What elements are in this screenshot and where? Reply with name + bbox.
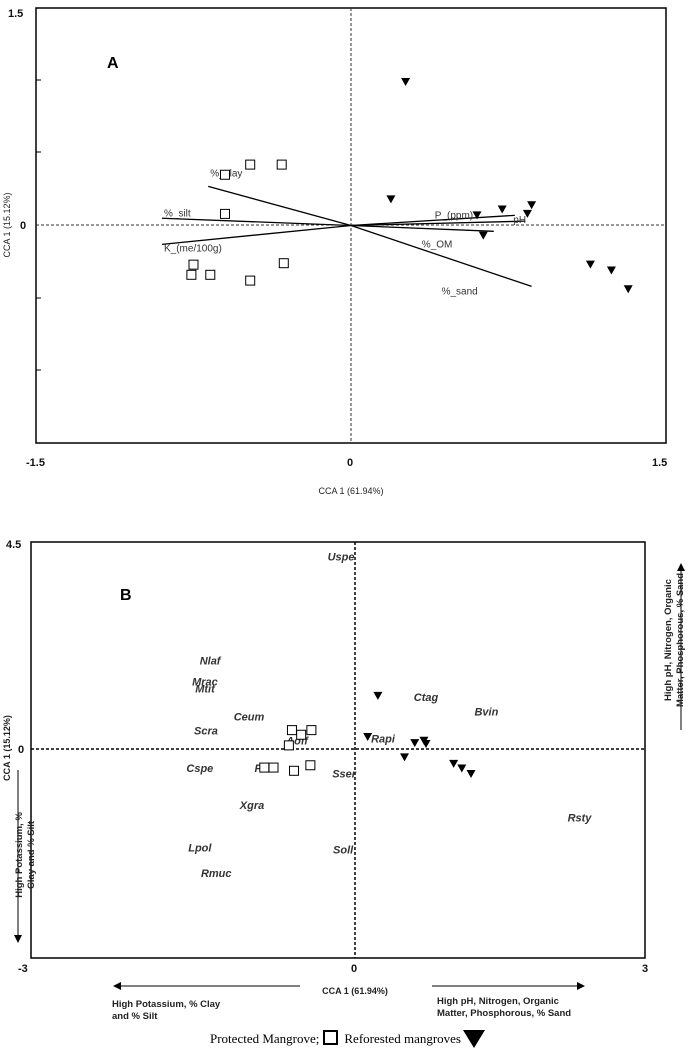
- b-species-label: Rsty: [568, 813, 593, 825]
- b-reforested-point: [466, 770, 476, 779]
- legend-protected-label: Protected Mangrove;: [210, 1031, 320, 1046]
- b-species-label: Rmuc: [201, 868, 232, 880]
- b-species-label: Ceum: [234, 711, 265, 723]
- a-vector-line: [350, 214, 515, 227]
- panel-b-chart: B 4.5 0 -3 0 3 CCA 1 (61.94%) CCA 1 (15.…: [2, 539, 686, 1022]
- a-vector-label: %_silt: [164, 208, 191, 219]
- b-species-label: Mrac: [192, 676, 218, 688]
- b-reforested-point: [400, 753, 410, 762]
- b-reforested-point: [373, 691, 383, 700]
- b-species-label: Cspe: [186, 763, 213, 775]
- b-species-label: Nlaf: [200, 655, 222, 667]
- a-protected-point: [220, 169, 230, 180]
- a-reforested-point: [401, 77, 411, 86]
- b-xtick-left: -3: [18, 963, 28, 975]
- a-vector-line: [350, 224, 532, 288]
- b-bottom-left-note-line2: and % Silt: [112, 1011, 158, 1022]
- b-protected-point: [283, 740, 294, 751]
- b-reforested-point: [457, 764, 467, 773]
- a-reforested-point: [527, 201, 537, 210]
- b-species-label: Ctag: [414, 692, 439, 704]
- b-protected-point: [306, 725, 317, 736]
- b-species-label: Scra: [194, 725, 218, 737]
- a-reforested-point: [386, 195, 396, 204]
- a-vector-line: [208, 185, 352, 227]
- legend-reforested-label: Reforested mangroves: [344, 1031, 461, 1046]
- a-vector-line: [350, 224, 494, 232]
- a-ytick-top: 1.5: [8, 8, 23, 20]
- b-left-note-line2: Clay and % Silt: [26, 820, 37, 889]
- b-xtick-zero: 0: [351, 963, 357, 975]
- a-ytick-zero: 0: [20, 220, 26, 232]
- b-x-axis-label: CCA 1 (61.94%): [322, 986, 388, 996]
- a-x-axis-label: CCA 1 (61.94%): [318, 486, 383, 496]
- b-species-label: Sser: [332, 769, 357, 781]
- b-right-note-line1: High pH, Nitrogen, Organic: [663, 579, 674, 701]
- panel-a-label: A: [107, 55, 119, 72]
- a-vector-label: P_(ppm): [435, 210, 473, 221]
- b-right-note-line2: Matter, Phosphorous, % Sand: [675, 573, 686, 707]
- b-species-label: Bvin: [474, 706, 498, 718]
- b-protected-point: [305, 760, 316, 771]
- a-vector-line: [161, 217, 352, 227]
- b-reforested-point: [363, 733, 373, 742]
- panel-a-chart: A 1.5 0 -1.5 0 1.5 CCA 1 (61.94%) CCA 1 …: [2, 7, 667, 496]
- panel-b-label: B: [120, 587, 132, 604]
- b-species-label: Rapi: [371, 734, 396, 746]
- a-reforested-point: [623, 285, 633, 294]
- b-protected-point: [268, 762, 279, 773]
- a-reforested-point: [478, 231, 488, 240]
- b-species-label: Soll: [333, 845, 354, 857]
- a-y-axis-label: CCA 1 (15.12%): [2, 192, 12, 257]
- a-protected-point: [276, 159, 287, 170]
- a-vector-line: [161, 224, 352, 245]
- a-reforested-point: [497, 205, 507, 214]
- a-reforested-point: [585, 260, 595, 269]
- b-bottom-right-note-line2: Matter, Phosphorous, % Sand: [437, 1008, 571, 1019]
- b-species-label: Xgra: [239, 800, 264, 812]
- a-xtick-right: 1.5: [652, 457, 667, 469]
- a-protected-point: [205, 269, 216, 280]
- a-reforested-point: [606, 266, 616, 275]
- b-left-note-line1: High Potassium, %: [14, 812, 25, 898]
- a-protected-point: [245, 275, 256, 286]
- a-protected-point: [186, 269, 197, 280]
- b-ytick-top: 4.5: [6, 539, 21, 551]
- b-reforested-point: [421, 739, 431, 748]
- b-y-axis-label: CCA 1 (15.12%): [2, 715, 12, 781]
- b-reforested-point: [449, 759, 459, 768]
- a-vector-label: pH: [513, 215, 526, 226]
- a-vector-label: K_(me/100g): [164, 243, 222, 254]
- a-xtick-zero: 0: [347, 457, 353, 469]
- a-xtick-left: -1.5: [26, 457, 45, 469]
- a-reforested-point: [472, 211, 482, 220]
- a-protected-point: [188, 259, 199, 270]
- legend: Protected Mangrove; Reforested mangroves: [0, 1030, 695, 1048]
- b-protected-point: [286, 725, 297, 736]
- b-bottom-left-note-line1: High Potassium, % Clay: [112, 999, 221, 1010]
- triangle-marker-icon: [463, 1030, 485, 1048]
- b-protected-point: [259, 762, 270, 773]
- b-species-label: Lpol: [188, 843, 212, 855]
- b-protected-point: [288, 765, 299, 776]
- a-protected-point: [220, 208, 230, 219]
- a-vector-label: %_sand: [442, 286, 478, 297]
- b-bottom-right-note-line1: High pH, Nitrogen, Organic: [437, 996, 559, 1007]
- a-protected-point: [278, 258, 289, 269]
- b-protected-point: [296, 729, 307, 740]
- a-reforested-point: [522, 209, 532, 218]
- a-vector-line: [350, 220, 526, 227]
- b-species-label: Mtit: [195, 684, 216, 696]
- a-protected-point: [245, 159, 256, 170]
- b-ytick-zero: 0: [18, 744, 24, 756]
- b-species-label: Uspe: [328, 551, 355, 563]
- a-vector-label: %_OM: [422, 239, 453, 250]
- b-xtick-right: 3: [642, 963, 648, 975]
- square-marker-icon: [323, 1030, 339, 1045]
- b-reforested-point: [410, 739, 420, 748]
